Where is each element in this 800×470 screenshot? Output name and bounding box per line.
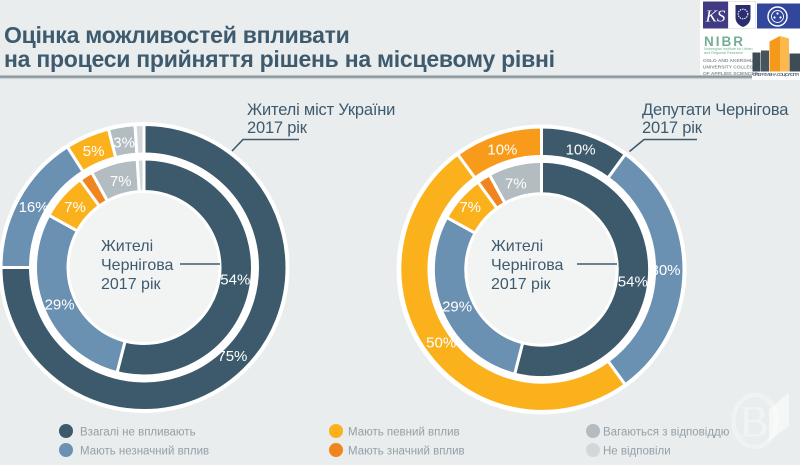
svg-text:2017 рік: 2017 рік <box>642 119 703 137</box>
svg-text:Жителі міст України: Жителі міст України <box>247 101 395 119</box>
svg-text:Чернігова: Чернігова <box>101 257 174 274</box>
svg-text:Чернігова: Чернігова <box>491 257 564 274</box>
svg-text:на процеси прийняття рішень на: на процеси прийняття рішень на місцевому… <box>4 46 555 72</box>
svg-text:2017 рік: 2017 рік <box>101 276 161 293</box>
svg-text:7%: 7% <box>110 173 132 190</box>
svg-text:29%: 29% <box>442 298 472 315</box>
svg-text:75%: 75% <box>217 348 247 365</box>
svg-text:Norwegian Institute for Urban: Norwegian Institute for Urban <box>704 47 753 51</box>
svg-text:3%: 3% <box>113 134 135 151</box>
svg-text:Мають значний вплив: Мають значний вплив <box>348 446 465 458</box>
svg-text:OSLO AND AKERSHUS: OSLO AND AKERSHUS <box>703 58 757 64</box>
svg-text:2017 рік: 2017 рік <box>247 119 308 137</box>
svg-text:50%: 50% <box>426 335 456 352</box>
svg-text:7%: 7% <box>459 199 481 216</box>
svg-text:10%: 10% <box>566 141 596 158</box>
svg-text:7%: 7% <box>505 175 527 192</box>
svg-text:Депутати Чернігова: Депутати Чернігова <box>642 101 789 119</box>
svg-text:KS: KS <box>705 7 726 26</box>
svg-text:Мають певний вплив: Мають певний вплив <box>348 427 460 439</box>
svg-text:54%: 54% <box>220 271 250 288</box>
svg-text:Не відповіли: Не відповіли <box>603 446 671 458</box>
svg-text:UNIVERSITY COLLEGE: UNIVERSITY COLLEGE <box>703 65 757 71</box>
svg-text:Жителі: Жителі <box>101 238 153 255</box>
svg-text:2017 рік: 2017 рік <box>491 276 551 293</box>
svg-text:30%: 30% <box>650 262 680 279</box>
svg-text:54%: 54% <box>618 273 648 290</box>
svg-text:16%: 16% <box>19 199 49 216</box>
svg-text:5%: 5% <box>83 143 105 160</box>
svg-text:ОПЕРАТИВНА СОЦІОЛОГІЯ: ОПЕРАТИВНА СОЦІОЛОГІЯ <box>753 72 799 77</box>
svg-text:Оцінка можливостей впливати: Оцінка можливостей впливати <box>4 22 350 48</box>
svg-text:Взагалі не впливають: Взагалі не впливають <box>80 427 196 439</box>
svg-text:Мають незначний вплив: Мають незначний вплив <box>80 446 209 458</box>
svg-text:Вагаються з відповіддю: Вагаються з відповіддю <box>603 427 730 439</box>
svg-text:and Regional Research: and Regional Research <box>704 51 743 55</box>
svg-text:В: В <box>739 397 768 446</box>
svg-text:Жителі: Жителі <box>491 238 543 255</box>
svg-text:OF APPLIED SCIENCES: OF APPLIED SCIENCES <box>703 71 759 77</box>
svg-text:7%: 7% <box>64 199 86 216</box>
svg-text:10%: 10% <box>487 141 517 158</box>
svg-text:29%: 29% <box>45 296 75 313</box>
